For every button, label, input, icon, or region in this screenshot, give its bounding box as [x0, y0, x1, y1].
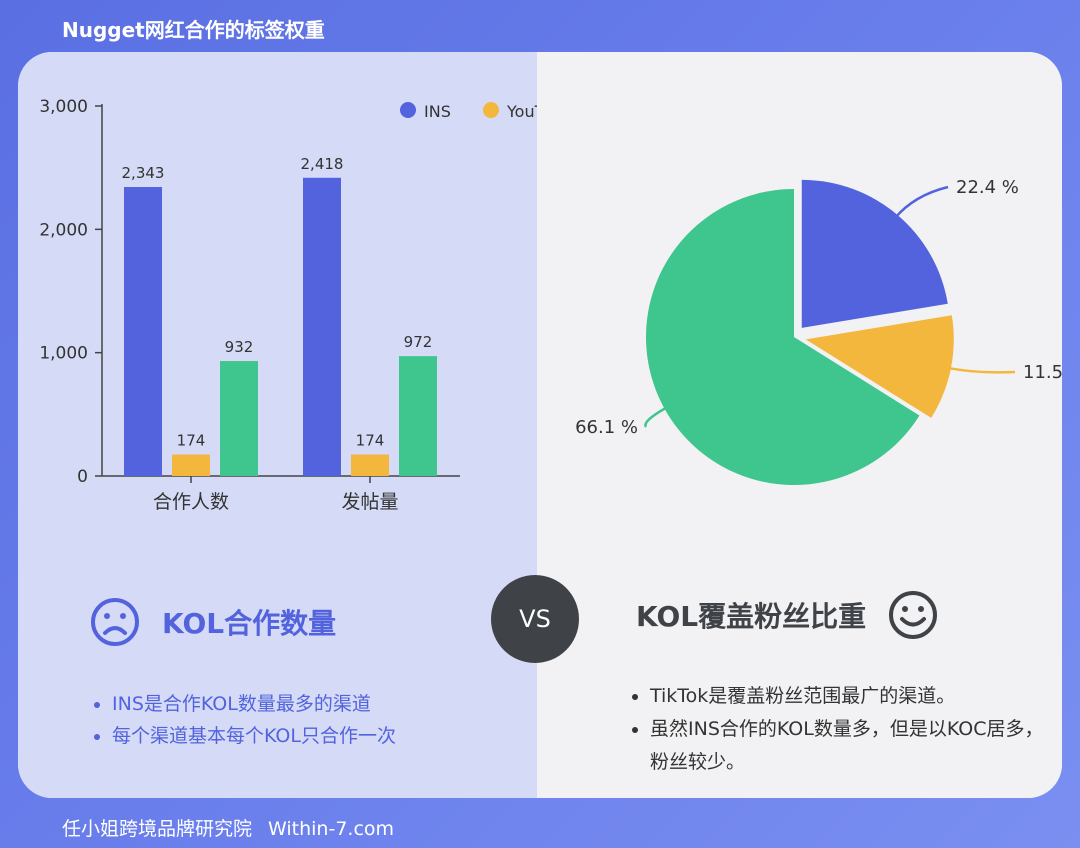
bar	[220, 361, 258, 476]
left-panel	[18, 52, 537, 798]
bar-value-label: 972	[404, 333, 433, 351]
right-heading: KOL覆盖粉丝比重	[636, 590, 938, 640]
pie-label: 11.5 %	[1023, 362, 1062, 383]
right-bullet-2: 虽然INS合作的KOL数量多，但是以KOC居多，粉丝较少。	[650, 713, 1050, 779]
left-bullet-2: 每个渠道基本每个KOL只合作一次	[112, 720, 396, 752]
sad-face-icon	[91, 598, 139, 646]
page-title: Nugget网红合作的标签权重	[62, 18, 325, 42]
left-heading: KOL合作数量	[90, 597, 336, 647]
legend-marker	[400, 102, 416, 118]
pie-label: 66.1 %	[575, 417, 638, 438]
pie-slice	[805, 315, 954, 418]
pie-label: 22.4 %	[956, 177, 1019, 198]
bar-value-label: 174	[356, 432, 385, 450]
bar	[124, 187, 162, 476]
bar-chart: 0 1,000 2,000 3,000 2,343 174 932 合作人数 2,418 174 9…	[39, 97, 537, 513]
bar-value-label: 2,418	[301, 155, 344, 173]
pie-leader-line	[644, 405, 669, 428]
bar	[351, 454, 389, 476]
left-bullets: INS是合作KOL数量最多的渠道 每个渠道基本每个KOL只合作一次	[88, 688, 396, 752]
pie-slice	[646, 189, 920, 485]
footer-site: Within-7.com	[268, 818, 395, 840]
y-tick-label: 2,000	[39, 220, 88, 240]
left-bullet-1: INS是合作KOL数量最多的渠道	[112, 688, 396, 720]
pie-chart: 22.4 % 11.5 % 66.1 %	[575, 177, 1062, 485]
bar-value-label: 2,343	[122, 164, 165, 182]
y-tick-label: 0	[77, 467, 88, 487]
y-tick-label: 3,000	[39, 97, 88, 117]
pie-slice	[801, 179, 948, 328]
bar	[399, 356, 437, 476]
left-heading-text: KOL合作数量	[162, 607, 337, 640]
right-heading-text: KOL覆盖粉丝比重	[636, 600, 867, 633]
bar	[172, 454, 210, 476]
bar-value-label: 932	[225, 338, 254, 356]
legend-label: YouTube	[506, 102, 537, 121]
legend-marker	[483, 102, 499, 118]
bar	[303, 177, 341, 476]
x-tick-label: 发帖量	[341, 491, 398, 513]
smiley-face-icon	[889, 591, 938, 639]
y-tick-label: 1,000	[39, 344, 88, 364]
right-bullet-1: TikTok是覆盖粉丝范围最广的渠道。	[650, 680, 1050, 713]
x-tick-label: 合作人数	[153, 491, 229, 513]
legend-label: INS	[424, 102, 451, 121]
vs-badge: VS	[491, 575, 579, 663]
right-bullets: TikTok是覆盖粉丝范围最广的渠道。 虽然INS合作的KOL数量多，但是以KO…	[626, 680, 1050, 779]
comparison-card: 0 1,000 2,000 3,000 2,343 174 932 合作人数 2,418 174 9…	[18, 52, 1062, 798]
footer: 任小姐跨境品牌研究院 Within-7.com	[62, 814, 394, 841]
bar-value-label: 174	[177, 432, 206, 450]
footer-org: 任小姐跨境品牌研究院	[62, 818, 253, 840]
pie-leader-line	[893, 185, 949, 219]
pie-leader-line	[946, 366, 1016, 374]
